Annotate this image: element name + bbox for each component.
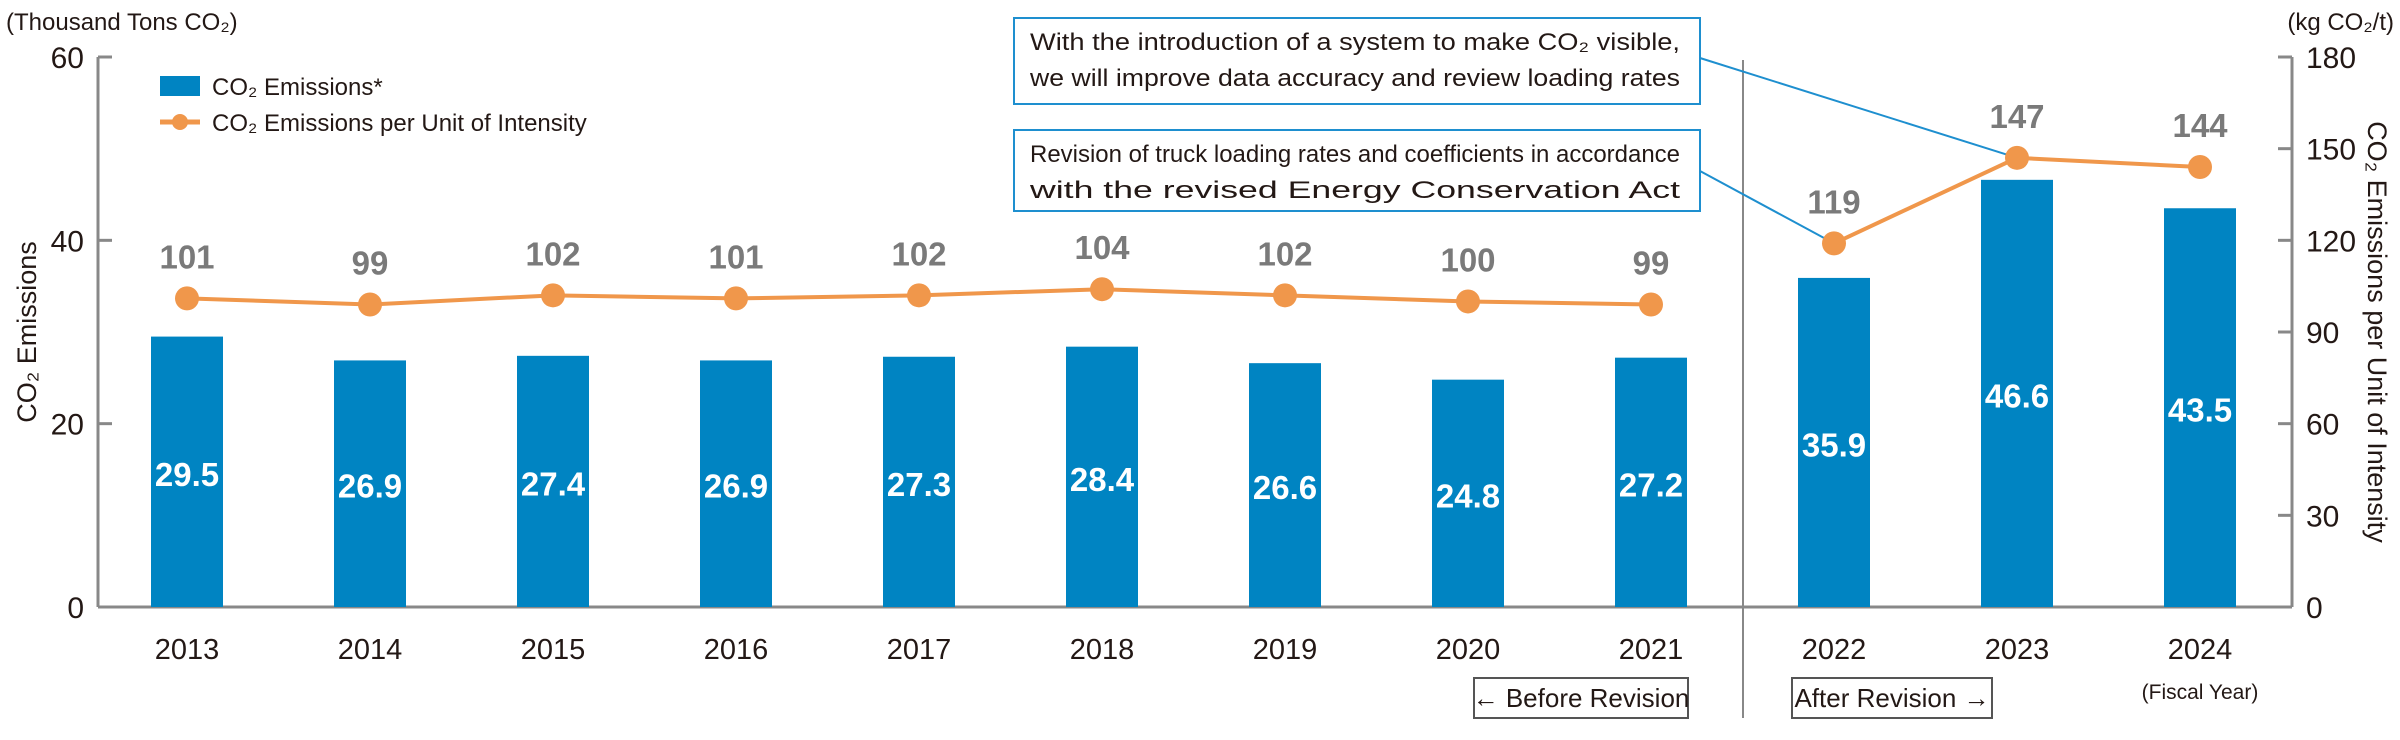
annotation-text: With the introduction of a system to mak… [1030,29,1680,56]
x-tick-label: 2020 [1436,634,1501,666]
left-tick-label: 0 [67,592,84,625]
intensity-value-label: 101 [708,238,763,275]
right-tick-label: 120 [2306,225,2356,258]
before-revision-label: ← Before Revision [1473,683,1690,713]
intensity-point-2014 [358,292,382,317]
right-tick-label: 60 [2306,409,2339,442]
bar-value-label: 26.9 [704,468,768,505]
bar-value-label: 26.9 [338,468,402,505]
intensity-point-2024 [2188,155,2212,179]
x-tick-label: 2015 [521,634,586,666]
intensity-point-2022 [1822,231,1846,256]
left-tick-label: 60 [51,42,84,75]
intensity-point-2013 [175,286,199,311]
right-tick-label: 180 [2306,42,2356,75]
bar-value-label: 46.6 [1985,377,2049,414]
legend-line-marker [172,114,188,130]
bar-2021 [1615,357,1687,607]
bar-2013 [151,336,223,607]
intensity-value-label: 99 [352,245,389,282]
bar-2018 [1066,346,1138,607]
after-revision-label: After Revision → [1794,683,1989,713]
right-tick-label: 150 [2306,134,2356,167]
intensity-value-label: 144 [2172,107,2228,144]
legend-bar-label: CO₂ Emissions* [212,74,383,101]
x-tick-label: 2019 [1253,634,1318,666]
bar-value-label: 26.6 [1253,469,1317,506]
left-axis-title: CO₂ Emissions [12,241,42,423]
intensity-point-2016 [724,286,748,311]
intensity-point-2015 [541,283,565,308]
intensity-value-label: 100 [1440,241,1495,278]
intensity-point-2023 [2005,145,2029,170]
annotation-connector-2023 [1699,57,2018,159]
x-tick-label: 2017 [887,634,952,666]
intensity-point-2020 [1456,289,1480,314]
bar-2022 [1798,277,1870,607]
bar-value-label: 27.2 [1619,466,1683,503]
x-tick-label: 2022 [1802,634,1867,666]
bar-2019 [1249,363,1321,607]
left-tick-label: 20 [51,409,84,442]
right-tick-label: 0 [2306,592,2323,625]
annotation-box [1013,129,1701,212]
intensity-value-label: 101 [159,238,214,275]
x-tick-label: 2014 [338,634,403,666]
x-tick-label: 2023 [1985,634,2050,666]
intensity-point-2019 [1273,283,1297,308]
x-tick-label: 2018 [1070,634,1135,666]
legend-bar-swatch [160,76,200,96]
bar-value-label: 28.4 [1070,461,1135,498]
intensity-point-2017 [907,283,931,308]
x-tick-label: 2016 [704,634,769,666]
bar-2016 [700,360,772,607]
bar-2014 [334,360,406,607]
intensity-value-label: 104 [1074,229,1130,266]
right-axis-title: CO₂ Emissions per Unit of Intensity [2362,121,2392,543]
x-tick-label: 2013 [155,634,220,666]
right-tick-label: 90 [2306,317,2339,350]
bar-value-label: 27.3 [887,466,951,503]
legend-line-label: CO₂ Emissions per Unit of Intensity [212,110,587,137]
annotation-text: we will improve data accuracy and review… [1029,65,1680,92]
right-tick-label: 30 [2306,500,2339,533]
bar-2020 [1432,379,1504,607]
right-axis-unit: (kg CO₂/t) [2287,9,2394,36]
annotation-text: Revision of truck loading rates and coef… [1030,141,1680,168]
after-revision-box [1791,677,1993,719]
intensity-value-label: 99 [1633,245,1670,282]
before-revision-box [1473,677,1689,719]
bar-2023 [1981,179,2053,608]
annotation-text: with the revised Energy Conservation Act [1029,177,1681,204]
bar-value-label: 43.5 [2168,392,2232,429]
bar-value-label: 27.4 [521,465,586,502]
bar-2015 [517,355,589,607]
bar-value-label: 35.9 [1802,426,1866,463]
left-axis-unit: (Thousand Tons CO₂) [6,9,238,36]
intensity-point-2021 [1639,292,1663,317]
x-tick-label: 2024 [2168,634,2233,666]
intensity-value-label: 102 [525,235,580,272]
left-tick-label: 40 [51,225,84,258]
intensity-value-label: 102 [1257,235,1312,272]
x-axis-unit: (Fiscal Year) [2142,681,2259,704]
intensity-point-2018 [1090,277,1114,302]
bar-value-label: 29.5 [155,456,219,493]
bar-2024 [2164,208,2236,607]
bar-value-label: 24.8 [1436,477,1500,514]
bar-2017 [883,356,955,607]
intensity-value-label: 102 [891,235,946,272]
intensity-value-label: 119 [1807,183,1860,220]
intensity-value-label: 147 [1989,98,2044,135]
x-tick-label: 2021 [1619,634,1684,666]
annotation-box [1013,17,1701,105]
annotation-connector-2022 [1699,170,1835,245]
